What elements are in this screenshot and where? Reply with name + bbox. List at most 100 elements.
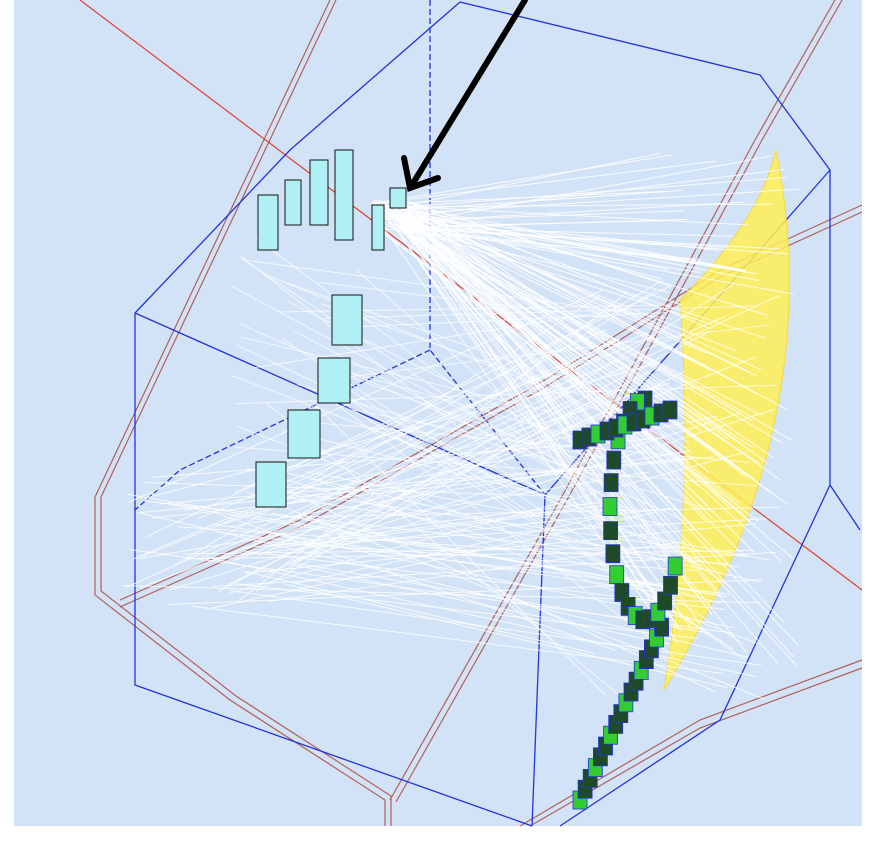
ray <box>313 295 780 512</box>
ray <box>236 344 704 567</box>
ray <box>316 499 621 538</box>
ray <box>400 222 722 595</box>
element <box>389 187 407 209</box>
ray <box>133 334 657 560</box>
ray <box>394 200 774 459</box>
hit-cell <box>667 556 683 576</box>
ray <box>392 214 767 339</box>
hit-cell <box>606 450 622 470</box>
arrow-shaft <box>409 0 528 188</box>
ray <box>319 481 760 645</box>
ray <box>399 226 781 250</box>
ray <box>369 160 716 205</box>
ray <box>318 324 770 382</box>
hit-cell <box>603 521 619 541</box>
ray <box>144 481 573 498</box>
ray <box>287 506 780 518</box>
ray <box>405 216 710 474</box>
ray <box>122 585 761 604</box>
ray <box>206 556 758 678</box>
hit-cell <box>605 544 621 564</box>
hit-chain <box>572 390 683 810</box>
ray <box>136 456 696 514</box>
ray <box>392 188 800 215</box>
hit-cell <box>603 473 619 493</box>
ray <box>406 220 751 451</box>
ray <box>286 283 735 570</box>
ray <box>317 389 675 657</box>
ray <box>406 223 750 521</box>
ray <box>234 446 757 487</box>
ray <box>310 295 601 481</box>
element <box>317 357 351 404</box>
ray <box>396 227 733 237</box>
ray <box>373 154 672 204</box>
ray <box>288 371 685 566</box>
ray <box>143 500 640 556</box>
ray <box>140 512 749 658</box>
ray <box>243 570 596 654</box>
ray <box>177 526 730 565</box>
box-edge <box>429 0 546 496</box>
ray <box>145 285 672 538</box>
ray <box>247 259 673 320</box>
ray <box>265 402 634 708</box>
ray <box>216 531 730 595</box>
ray <box>407 211 760 282</box>
ray <box>258 415 717 511</box>
box-edge <box>134 313 533 827</box>
hit-cell <box>663 575 678 595</box>
ray <box>183 546 687 555</box>
ray <box>351 409 627 463</box>
source-elements <box>255 149 407 508</box>
ray <box>402 176 787 208</box>
box-edge <box>531 494 546 827</box>
ray <box>389 190 670 205</box>
ray <box>386 152 661 210</box>
ray <box>253 338 621 502</box>
arrow-head <box>401 155 441 192</box>
box-edge <box>134 1 461 314</box>
ray <box>230 450 748 594</box>
ray <box>409 205 751 373</box>
ray <box>206 507 671 560</box>
element <box>334 149 354 241</box>
element <box>371 204 385 251</box>
ray <box>320 303 679 431</box>
ray <box>254 309 619 369</box>
ray <box>407 225 795 295</box>
ray <box>305 471 770 561</box>
ray <box>397 211 772 494</box>
ray <box>233 356 757 562</box>
ray <box>296 383 716 513</box>
ray <box>282 429 666 526</box>
ray <box>402 212 782 562</box>
element <box>331 294 363 346</box>
ray <box>347 311 668 328</box>
ray <box>169 413 740 591</box>
ray <box>340 369 601 445</box>
ray <box>261 272 667 438</box>
element <box>284 179 302 226</box>
ray <box>344 374 629 478</box>
ray <box>283 583 728 689</box>
ray <box>400 228 760 465</box>
ray <box>404 200 768 316</box>
ray <box>316 422 751 463</box>
ray <box>246 491 765 700</box>
element <box>257 194 279 251</box>
ray <box>352 421 700 561</box>
element <box>309 159 329 226</box>
ray <box>374 201 661 585</box>
ray <box>240 255 606 543</box>
ray <box>251 356 598 485</box>
ray <box>375 209 728 269</box>
ray <box>386 155 772 228</box>
ray <box>383 209 689 484</box>
ray <box>397 211 747 653</box>
ray <box>398 201 744 223</box>
volume-edge <box>94 0 386 826</box>
ray <box>212 511 659 609</box>
